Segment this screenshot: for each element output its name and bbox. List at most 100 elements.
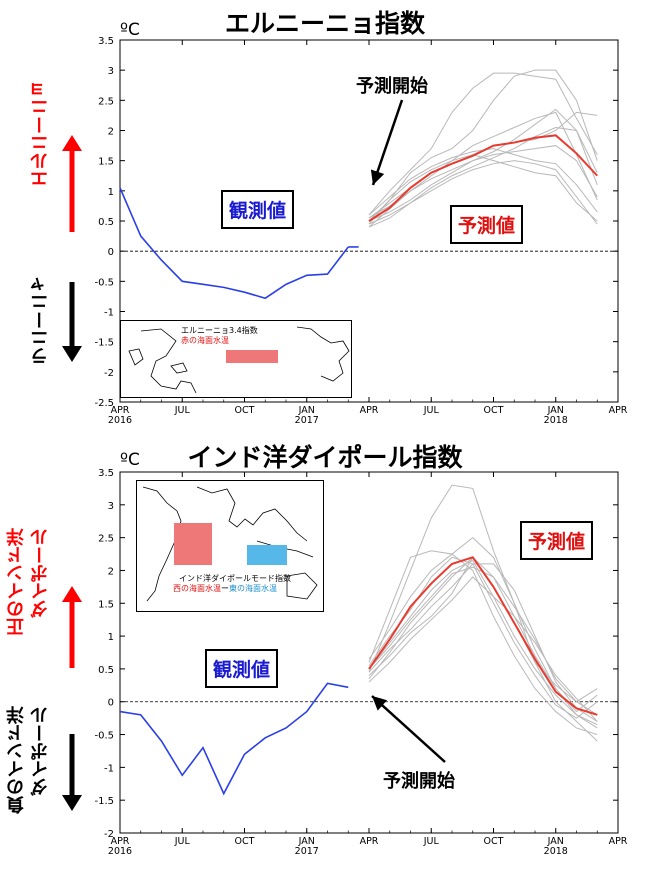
y-tick-label: 2.5 bbox=[98, 534, 114, 545]
negative-arrow-head bbox=[62, 795, 82, 811]
ensemble-member-line bbox=[368, 563, 598, 722]
ensemble-member-line bbox=[368, 559, 598, 729]
forecast-start-label: 予測開始 bbox=[383, 771, 455, 792]
map-outline bbox=[142, 486, 318, 602]
negative-arrow-head bbox=[62, 346, 82, 362]
x-tick-year: 2018 bbox=[544, 846, 568, 857]
x-tick-label: JAN bbox=[298, 836, 315, 847]
x-tick-label: JUL bbox=[174, 836, 191, 847]
x-tick-year: 2016 bbox=[108, 846, 132, 857]
ensemble-member-line bbox=[368, 556, 598, 719]
y-tick-label: 3.5 bbox=[98, 36, 114, 47]
x-tick-label: OCT bbox=[484, 836, 504, 847]
forecast-start-arrow-shaft bbox=[371, 99, 404, 186]
inset-title: エルニーニョ3.4指数 bbox=[181, 326, 258, 335]
chart-title: エルニーニョ指数 bbox=[224, 9, 425, 38]
x-tick-label: JAN bbox=[298, 405, 315, 416]
nino34-inset-map: エルニーニョ3.4指数 赤の海面水温 bbox=[120, 320, 352, 398]
side-label-down-2: ダイポール bbox=[30, 706, 51, 796]
chart-title: インド洋ダイポール指数 bbox=[187, 443, 463, 472]
y-tick-label: 0.5 bbox=[98, 665, 114, 676]
y-tick-label: 1.5 bbox=[98, 599, 114, 610]
inset-subtitle: 西の海面水温ー東の海面水温 bbox=[173, 583, 277, 594]
x-tick-label: APR bbox=[111, 405, 130, 416]
y-tick-label: 2 bbox=[108, 566, 114, 577]
y-tick-label: 3.5 bbox=[98, 468, 114, 479]
forecast-label: 予測値 bbox=[520, 521, 594, 560]
y-tick-label: 3 bbox=[108, 66, 114, 77]
inset-subtitle: 赤の海面水温 bbox=[181, 336, 229, 345]
y-tick-label: -0.5 bbox=[94, 731, 114, 742]
y-tick-label: -1.5 bbox=[94, 338, 114, 349]
x-tick-year: 2018 bbox=[544, 415, 568, 426]
x-tick-label: APR bbox=[609, 836, 628, 847]
y-tick-label: -2 bbox=[104, 829, 114, 840]
forecast-start-arrow-shaft bbox=[371, 695, 446, 763]
forecast-start-label: 予測開始 bbox=[356, 76, 428, 97]
side-label-down: ラニーニャ bbox=[30, 275, 51, 365]
el-nino-panel: エルニーニョ指数 ºC 3.5 3 2.5 2 1.5 1 0.5 0 -0.5 -1 -1.5 -2… bbox=[0, 0, 650, 432]
inset-sub-minus: ー bbox=[221, 584, 229, 593]
y-tick-label: -1.5 bbox=[94, 796, 114, 807]
y-tick-label: 3 bbox=[108, 501, 114, 512]
x-tick-label: APR bbox=[360, 405, 379, 416]
y-tick-label: 0 bbox=[108, 698, 114, 709]
x-tick-label: OCT bbox=[235, 836, 255, 847]
x-tick-label: JAN bbox=[547, 836, 564, 847]
map-outline bbox=[128, 326, 350, 394]
y-tick-label: 2 bbox=[108, 127, 114, 138]
ensemble-member-line bbox=[368, 556, 598, 713]
y-tick-label: 0.5 bbox=[98, 217, 114, 228]
forecast-start-arrow-head bbox=[370, 169, 385, 185]
y-tick-label: -1 bbox=[104, 308, 114, 319]
side-label-up-1: 正のインド洋 bbox=[6, 528, 27, 636]
x-tick-label: APR bbox=[111, 836, 130, 847]
x-tick-label: JUL bbox=[174, 405, 191, 416]
unit-label: ºC bbox=[120, 20, 140, 40]
unit-label: ºC bbox=[120, 450, 140, 470]
observed-label: 観測値 bbox=[221, 190, 295, 229]
x-tick-label: OCT bbox=[235, 405, 255, 416]
y-tick-label: 1 bbox=[108, 632, 114, 643]
y-tick-label: 0 bbox=[108, 247, 114, 258]
y-tick-label: 1 bbox=[108, 187, 114, 198]
ensemble-member-line bbox=[368, 108, 598, 219]
ensemble-member-line bbox=[368, 576, 598, 722]
y-tick-label: -1 bbox=[104, 763, 114, 774]
y-tick-label: 1.5 bbox=[98, 157, 114, 168]
inset-sub-west: 西の海面水温 bbox=[173, 584, 221, 593]
forecast-label: 予測値 bbox=[450, 205, 524, 244]
ensemble-mean-line bbox=[368, 134, 598, 222]
observed-label: 観測値 bbox=[205, 649, 279, 688]
y-tick-label: -2 bbox=[104, 368, 114, 379]
iod-panel: インド洋ダイポール指数 ºC 3.5 3 2.5 2 1.5 1 0.5 0 -0.5 -1 -1.… bbox=[0, 436, 650, 873]
positive-arrow-head bbox=[62, 135, 82, 151]
el-nino-chart: 3.532.521.510.50-0.5-1-1.5-2-2.5APR2016J… bbox=[62, 36, 628, 426]
observed-line bbox=[119, 682, 349, 796]
inset-sub-east: 東の海面水温 bbox=[229, 584, 277, 593]
x-tick-label: APR bbox=[360, 836, 379, 847]
inset-title: インド洋ダイポールモード指数 bbox=[179, 574, 291, 583]
x-tick-year: 2017 bbox=[295, 415, 319, 426]
ensemble-member-line bbox=[368, 154, 598, 222]
ensemble-member-line bbox=[368, 553, 598, 736]
y-tick-label: 2.5 bbox=[98, 96, 114, 107]
observed-line bbox=[119, 187, 349, 300]
ensemble-mean-line bbox=[368, 556, 598, 716]
side-label-up-2: ダイポール bbox=[30, 528, 51, 618]
y-tick-label: -2.5 bbox=[94, 398, 114, 409]
ensemble-member-line bbox=[368, 126, 598, 228]
forecast-start-arrow-head bbox=[372, 696, 388, 711]
x-tick-year: 2016 bbox=[108, 415, 132, 426]
x-tick-label: JUL bbox=[423, 405, 440, 416]
ensemble-member-line bbox=[368, 72, 598, 216]
y-tick-label: -0.5 bbox=[94, 277, 114, 288]
x-tick-label: JAN bbox=[547, 405, 564, 416]
side-label-down-1: 負のインド洋 bbox=[6, 706, 27, 814]
side-label-up: エルニーニョ bbox=[30, 80, 51, 188]
positive-arrow-head bbox=[62, 586, 82, 602]
x-tick-label: OCT bbox=[484, 405, 504, 416]
x-tick-year: 2017 bbox=[295, 846, 319, 857]
ensemble-member-line bbox=[368, 69, 598, 225]
